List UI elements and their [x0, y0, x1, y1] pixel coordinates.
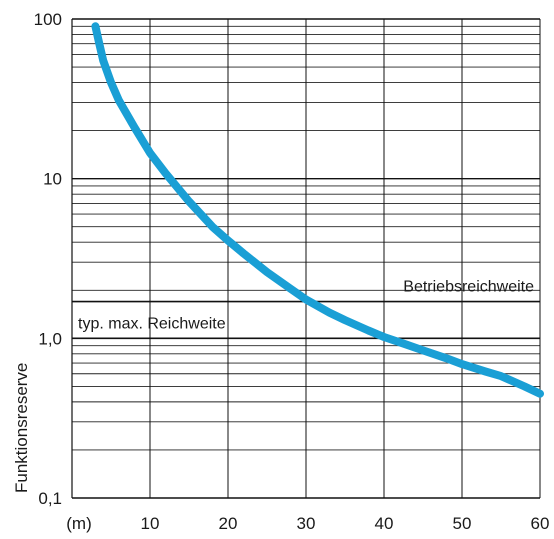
- series-line: [91, 22, 544, 398]
- y-tick-label: 100: [34, 10, 62, 29]
- x-tick-label: 40: [375, 514, 394, 533]
- annotation-label: Betriebsreichweite: [403, 279, 534, 296]
- x-tick-label: 60: [531, 514, 550, 533]
- series: [91, 22, 544, 398]
- annotations: Betriebsreichweite typ. max. Reichweite: [78, 279, 534, 333]
- x-unit-label: (m): [66, 514, 91, 533]
- annotation-label: typ. max. Reichweite: [78, 315, 226, 332]
- y-tick-label: 0,1: [38, 489, 62, 508]
- x-tick-label: 10: [141, 514, 160, 533]
- x-tick-label: 50: [453, 514, 472, 533]
- y-tick-label: 10: [43, 170, 62, 189]
- tick-labels: 10 20 30 40 50 60 0,1 1,0 10 100: [34, 10, 550, 533]
- y-axis-label: Funktionsreserve: [12, 363, 31, 493]
- grid: [71, 18, 541, 499]
- x-tick-label: 30: [297, 514, 316, 533]
- y-tick-label: 1,0: [38, 329, 62, 348]
- x-tick-label: 20: [219, 514, 238, 533]
